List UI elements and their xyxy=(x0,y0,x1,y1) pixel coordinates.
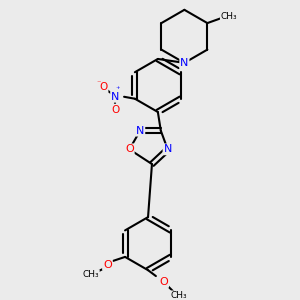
Text: CH₃: CH₃ xyxy=(170,291,187,300)
Text: O: O xyxy=(111,104,119,115)
Text: N: N xyxy=(136,126,144,136)
Text: ⁻: ⁻ xyxy=(96,79,101,88)
Text: N: N xyxy=(111,92,119,102)
Text: N: N xyxy=(180,58,189,68)
Text: ⁺: ⁺ xyxy=(115,85,119,94)
Text: O: O xyxy=(103,260,112,270)
Text: O: O xyxy=(159,277,168,287)
Text: N: N xyxy=(164,144,172,154)
Text: O: O xyxy=(99,82,108,92)
Text: CH₃: CH₃ xyxy=(221,12,237,21)
Text: CH₃: CH₃ xyxy=(82,270,99,279)
Text: O: O xyxy=(125,144,134,154)
